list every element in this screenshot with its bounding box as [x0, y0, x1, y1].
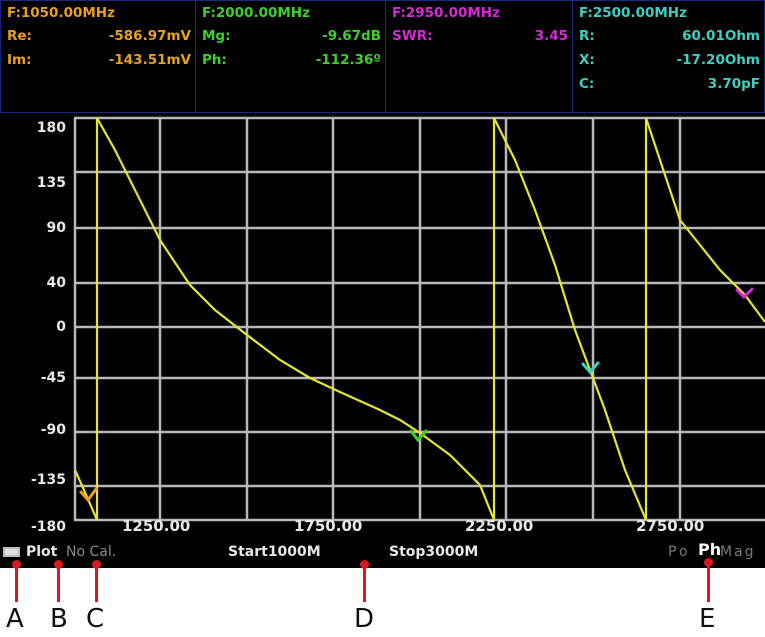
marker-2-mg-label: Mg:: [202, 28, 231, 44]
x-tick-1250: 1250.00: [122, 517, 191, 535]
marker-1-im-value: -143.51mV: [108, 52, 191, 68]
marker-2-ph-label: Ph:: [202, 52, 227, 68]
x-tick-2750: 2750.00: [636, 517, 705, 535]
marker-1-re-value: -586.97mV: [108, 28, 191, 44]
marker-4-glyph: [581, 361, 600, 375]
marker-3-swr-value: 3.45: [534, 28, 568, 44]
marker-panel-3[interactable]: F:2950.00MHz SWR: 3.45: [385, 0, 573, 113]
marker-4-frequency: F:2500.00MHz: [579, 5, 687, 21]
format-option-phase[interactable]: Ph: [698, 540, 722, 559]
marker-1-glyph: [79, 487, 98, 503]
marker-1-frequency: F:1050.00MHz: [7, 5, 115, 21]
marker-3-swr-label: SWR:: [392, 28, 433, 44]
y-tick-minus135: -135: [30, 472, 66, 488]
marker-panels: F:1050.00MHz Re: -586.97mV Im: -143.51mV…: [0, 0, 765, 115]
marker-4-c-value: 3.70pF: [707, 76, 760, 92]
marker-2-frequency: F:2000.00MHz: [202, 5, 310, 21]
phase-trace: [73, 117, 765, 521]
marker-1-re-label: Re:: [7, 28, 32, 44]
stop-frequency[interactable]: Stop3000M: [389, 544, 479, 560]
analyzer-screen: F:1050.00MHz Re: -586.97mV Im: -143.51mV…: [0, 0, 765, 568]
y-tick-minus45: -45: [40, 370, 66, 386]
marker-panel-1[interactable]: F:1050.00MHz Re: -586.97mV Im: -143.51mV: [0, 0, 196, 113]
status-bar: Plot No Cal. Start1000M Stop3000M Po Ph …: [0, 540, 765, 566]
calibration-status: No Cal.: [66, 544, 117, 560]
y-tick-minus180: -180: [30, 519, 66, 535]
y-tick-135: 135: [36, 175, 66, 191]
marker-4-x-label: X:: [579, 52, 595, 68]
y-tick-40: 40: [46, 275, 66, 291]
y-tick-0: 0: [56, 319, 66, 335]
y-tick-90: 90: [46, 220, 66, 236]
marker-glyphs: [79, 287, 754, 503]
marker-2-glyph: [409, 429, 428, 443]
format-option-magnitude[interactable]: Mag: [720, 544, 756, 560]
marker-1-im-label: Im:: [7, 52, 32, 68]
format-option-polar[interactable]: Po: [668, 544, 691, 560]
y-tick-minus90: -90: [40, 422, 66, 438]
marker-4-r-value: 60.01Ohm: [682, 28, 760, 44]
plot-grid: [73, 116, 765, 522]
mode-label[interactable]: Plot: [26, 544, 58, 560]
marker-4-x-value: -17.20Ohm: [676, 52, 760, 68]
marker-2-ph-value: -112.36º: [315, 52, 381, 68]
marker-2-mg-value: -9.67dB: [322, 28, 381, 44]
y-tick-180: 180: [36, 120, 66, 136]
phase-plot[interactable]: [0, 0, 765, 540]
x-tick-2250: 2250.00: [465, 517, 534, 535]
marker-4-c-label: C:: [579, 76, 595, 92]
battery-icon: [3, 547, 20, 557]
marker-3-frequency: F:2950.00MHz: [392, 5, 500, 21]
marker-4-r-label: R:: [579, 28, 595, 44]
start-frequency[interactable]: Start1000M: [228, 544, 321, 560]
x-tick-1750: 1750.00: [294, 517, 363, 535]
marker-3-glyph: [735, 287, 754, 300]
